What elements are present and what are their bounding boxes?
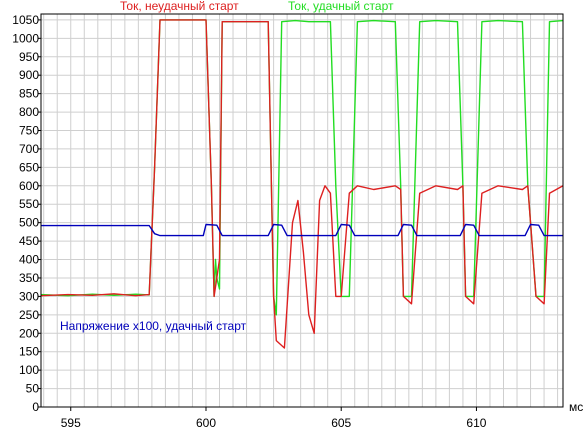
x-tick-label: 595 <box>61 416 81 430</box>
y-tick-label: 1050 <box>12 13 39 27</box>
y-tick-label: 750 <box>19 123 39 137</box>
y-tick-label: 150 <box>19 345 39 359</box>
y-tick-label: 50 <box>26 382 40 396</box>
y-tick-label: 650 <box>19 160 39 174</box>
y-tick-label: 450 <box>19 234 39 248</box>
y-tick-label: 300 <box>19 289 39 303</box>
series-layer <box>40 19 564 349</box>
x-axis-unit-label: мс <box>569 400 583 414</box>
y-tick-label: 0 <box>32 400 39 414</box>
grid <box>41 14 563 408</box>
x-tick-label: 600 <box>196 416 216 430</box>
legend-label-current-fail: Ток, неудачный старт <box>120 0 239 13</box>
y-tick-label: 800 <box>19 105 39 119</box>
y-tick-label: 500 <box>19 216 39 230</box>
y-tick-label: 350 <box>19 271 39 285</box>
y-tick-label: 850 <box>19 87 39 101</box>
series-line-1 <box>40 19 564 349</box>
legend-label-voltage-success: Напряжение x100, удачный старт <box>60 319 247 333</box>
y-tick-label: 250 <box>19 308 39 322</box>
y-tick-label: 550 <box>19 197 39 211</box>
y-tick-label: 900 <box>19 68 39 82</box>
y-tick-label: 100 <box>19 363 39 377</box>
series-line-2 <box>41 223 563 237</box>
y-tick-label: 400 <box>19 253 39 267</box>
axes <box>40 13 564 408</box>
y-tick-label: 1000 <box>12 31 39 45</box>
x-tick-label: 605 <box>331 416 351 430</box>
y-tick-label: 200 <box>19 326 39 340</box>
plot-frame <box>40 13 564 408</box>
y-tick-label: 700 <box>19 142 39 156</box>
y-tick-label: 950 <box>19 50 39 64</box>
tick-labels: 0 50 100 150 200 250 300 350 400 450 500 550 600 650 7… <box>12 13 486 430</box>
x-tick-label: 610 <box>466 416 486 430</box>
legend-label-current-success: Ток, удачный старт <box>288 0 394 13</box>
y-tick-label: 600 <box>19 179 39 193</box>
